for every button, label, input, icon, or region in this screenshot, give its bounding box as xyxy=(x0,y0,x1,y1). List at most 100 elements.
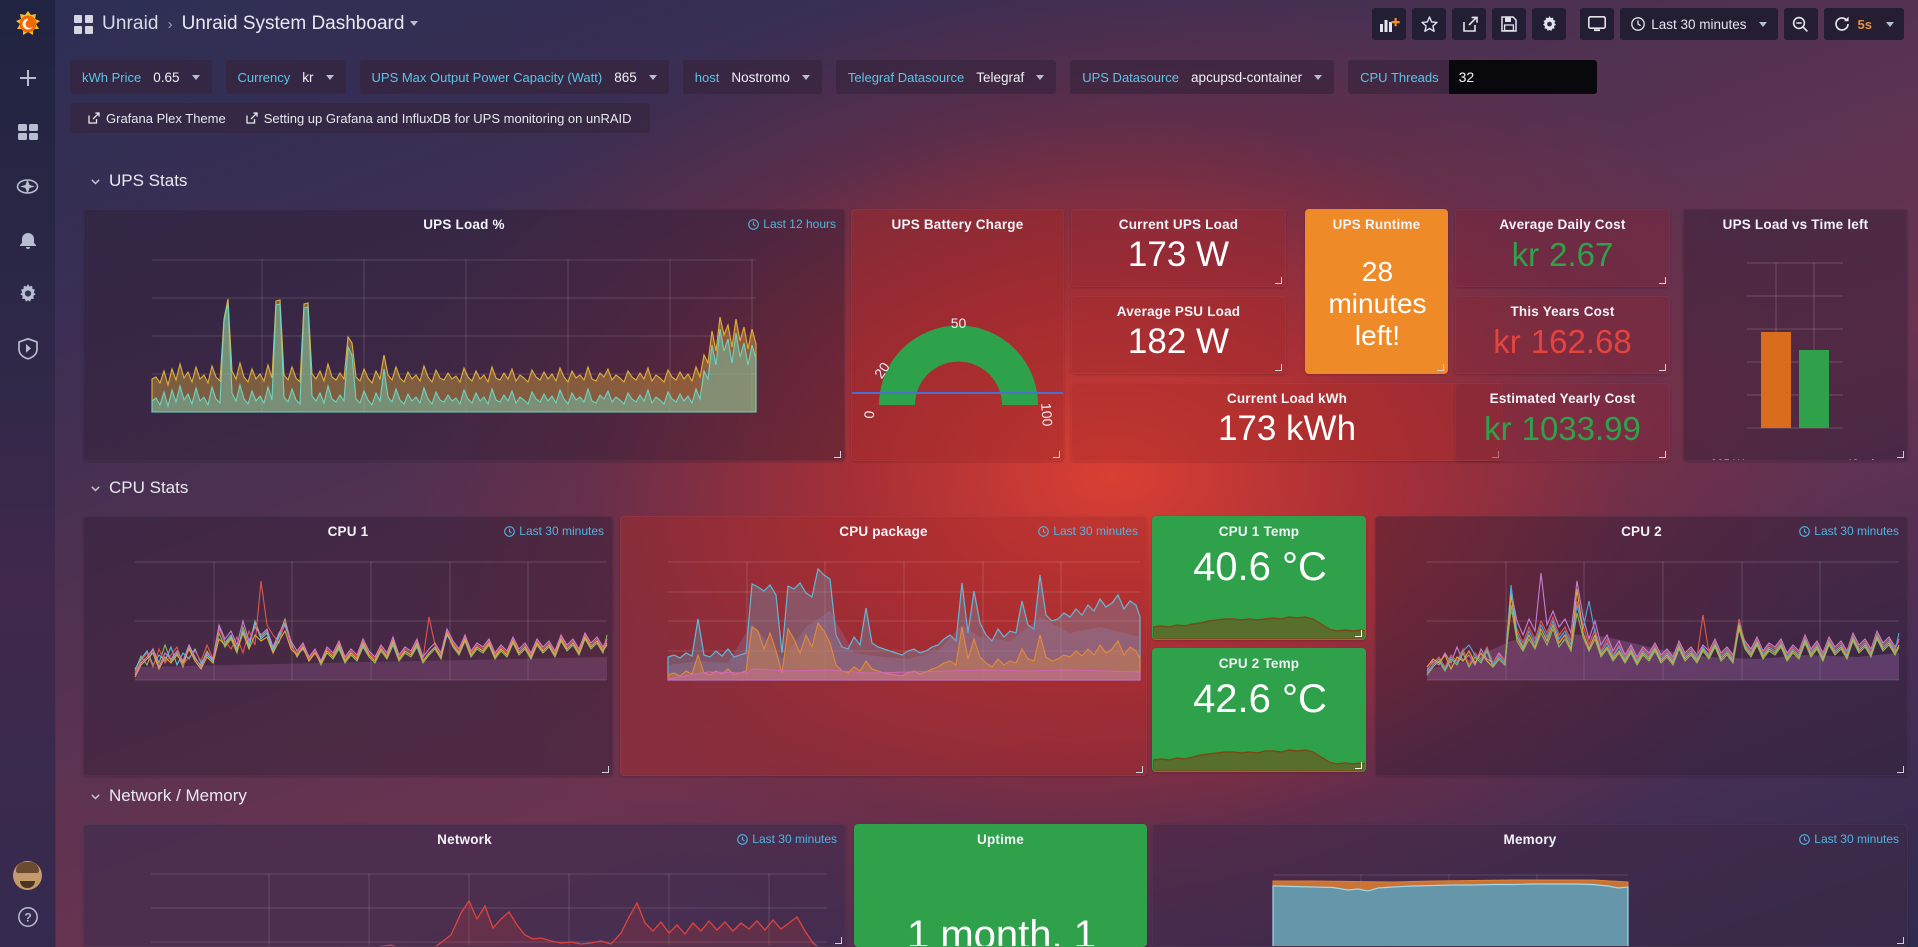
svg-text:20: 20 xyxy=(871,359,893,381)
panel-resize-handle[interactable] xyxy=(1274,276,1282,284)
variable-value[interactable]: 865 xyxy=(612,70,669,85)
panel-time-range[interactable]: Last 30 minutes xyxy=(504,524,604,538)
alerting-bell-icon[interactable] xyxy=(8,220,48,260)
user-avatar[interactable] xyxy=(13,861,42,890)
panel-time-range[interactable]: Last 30 minutes xyxy=(1799,832,1899,846)
variable-ups-datasource[interactable]: UPS Datasource apcupsd-container xyxy=(1070,60,1335,94)
value-text: 162.68 xyxy=(1530,323,1632,360)
panel-resize-handle[interactable] xyxy=(1658,363,1666,371)
svg-text:100: 100 xyxy=(1038,402,1056,427)
panel-resize-handle[interactable] xyxy=(1135,765,1143,773)
breadcrumb: Unraid › Unraid System Dashboard xyxy=(74,13,419,35)
dashboards-icon[interactable] xyxy=(8,112,48,152)
save-dashboard-button[interactable] xyxy=(1492,8,1527,40)
variable-cpu-threads[interactable]: CPU Threads xyxy=(1348,60,1597,94)
help-icon[interactable]: ? xyxy=(17,906,39,933)
panel-resize-handle[interactable] xyxy=(1896,450,1904,458)
variable-ups-max-output-power[interactable]: UPS Max Output Power Capacity (Watt) 865 xyxy=(359,60,669,94)
panel-cpu-2-temp: CPU 2 Temp 42.6 °C xyxy=(1152,648,1366,772)
chevron-down-icon xyxy=(1758,21,1767,27)
variable-label: kWh Price xyxy=(82,69,142,85)
y2-tick: 40 min xyxy=(1846,459,1881,460)
this-years-cost-value: kr 162.68 xyxy=(1456,319,1669,365)
configuration-gear-icon[interactable] xyxy=(8,274,48,314)
tv-mode-button[interactable] xyxy=(1580,8,1615,40)
panel-time-range[interactable]: Last 30 minutes xyxy=(1799,524,1899,538)
currency-symbol: kr xyxy=(1511,236,1540,273)
panel-average-psu-load: Average PSU Load 182 W xyxy=(1071,296,1286,374)
clock-icon xyxy=(504,525,516,537)
refresh-picker[interactable]: 5s xyxy=(1823,8,1904,40)
variable-value[interactable]: 0.65 xyxy=(151,70,211,85)
create-icon[interactable] xyxy=(8,58,48,98)
panel-resize-handle[interactable] xyxy=(1436,363,1444,371)
row-title: UPS Stats xyxy=(109,171,188,190)
clock-icon xyxy=(1799,833,1811,845)
panel-resize-handle[interactable] xyxy=(1896,936,1904,944)
value-text: 1033.99 xyxy=(1521,410,1641,447)
dashboard-link-grafana-plex-theme[interactable]: Grafana Plex Theme xyxy=(78,111,236,126)
ups-runtime-value: 28 minutes left! xyxy=(1328,255,1427,352)
time-range-picker[interactable]: Last 30 minutes xyxy=(1620,8,1778,40)
chevron-down-icon[interactable] xyxy=(410,21,419,27)
panel-memory: Memory Last 30 minutes 70.000000 GB 60.0… xyxy=(1152,824,1908,947)
panel-resize-handle[interactable] xyxy=(834,936,842,944)
cpu-threads-input[interactable] xyxy=(1448,60,1597,94)
cpu2-plot xyxy=(1426,561,1900,681)
panel-resize-handle[interactable] xyxy=(1658,450,1666,458)
panel-time-range[interactable]: Last 30 minutes xyxy=(1038,524,1138,538)
breadcrumb-folder[interactable]: Unraid xyxy=(102,13,159,34)
estimated-yearly-cost-value: kr 1033.99 xyxy=(1456,406,1669,452)
variable-telegraf-datasource[interactable]: Telegraf Datasource Telegraf xyxy=(835,60,1057,94)
zoom-out-time-button[interactable] xyxy=(1783,8,1818,40)
clock-icon xyxy=(748,218,760,230)
variable-value[interactable]: apcupsd-container xyxy=(1189,70,1334,85)
panel-ups-load-vs-time-left: UPS Load vs Time left 225 W 200 W 175 W … xyxy=(1683,209,1908,461)
variable-label: UPS Max Output Power Capacity (Watt) xyxy=(371,69,603,85)
panel-resize-handle[interactable] xyxy=(833,450,841,458)
breadcrumb-separator: › xyxy=(167,15,173,33)
clock-icon xyxy=(1799,525,1811,537)
panel-title: UPS Load vs Time left xyxy=(1722,217,1869,232)
panel-resize-handle[interactable] xyxy=(1658,276,1666,284)
add-panel-button[interactable] xyxy=(1372,8,1407,40)
folder-grid-icon[interactable] xyxy=(74,14,93,34)
variable-currency[interactable]: Currency kr xyxy=(225,60,346,94)
variable-kwh-price[interactable]: kWh Price 0.65 xyxy=(70,60,212,94)
panel-resize-handle[interactable] xyxy=(1052,450,1060,458)
variable-value[interactable]: kr xyxy=(300,70,345,85)
explore-compass-icon[interactable] xyxy=(8,166,48,206)
row-header-network-memory[interactable]: Network / Memory xyxy=(90,786,247,806)
variable-host[interactable]: host Nostromo xyxy=(682,60,822,94)
panel-time-range[interactable]: Last 12 hours xyxy=(748,217,836,231)
panel-resize-handle[interactable] xyxy=(1354,761,1362,769)
row-header-cpu-stats[interactable]: CPU Stats xyxy=(90,478,188,498)
dashboard-settings-button[interactable] xyxy=(1532,8,1567,40)
row-header-ups-stats[interactable]: UPS Stats xyxy=(90,171,187,191)
panel-title: Uptime xyxy=(977,832,1024,847)
template-variables: kWh Price 0.65 Currency kr UPS Max Outpu… xyxy=(70,60,1910,94)
panel-resize-handle[interactable] xyxy=(1354,629,1362,637)
panel-this-years-cost: This Years Cost kr 162.68 xyxy=(1455,296,1670,374)
variable-value[interactable]: Nostromo xyxy=(729,70,822,85)
cpu-1-temp-value: 40.6 °C xyxy=(1193,545,1327,589)
favorite-star-button[interactable] xyxy=(1412,8,1447,40)
variable-value[interactable]: Telegraf xyxy=(974,70,1056,85)
page-title[interactable]: Unraid System Dashboard xyxy=(182,13,419,35)
chevron-down-icon xyxy=(91,178,100,185)
y-tick: 225 W xyxy=(1684,459,1744,460)
panel-resize-handle[interactable] xyxy=(601,765,609,773)
panel-title: CPU 1 xyxy=(327,524,369,539)
panel-title: UPS Runtime xyxy=(1332,217,1421,232)
panel-resize-handle[interactable] xyxy=(1896,765,1904,773)
share-dashboard-button[interactable] xyxy=(1452,8,1487,40)
chevron-down-icon xyxy=(325,74,334,80)
external-link-icon xyxy=(246,112,258,124)
panel-time-range[interactable]: Last 30 minutes xyxy=(737,832,837,846)
panel-resize-handle[interactable] xyxy=(1274,363,1282,371)
cpu1-plot xyxy=(134,561,608,681)
cpu-1-temp-sparkline xyxy=(1153,616,1365,639)
server-admin-shield-icon[interactable] xyxy=(8,328,48,368)
dashboard-link-ups-monitoring-guide[interactable]: Setting up Grafana and InfluxDB for UPS … xyxy=(236,111,642,126)
grafana-logo-icon[interactable] xyxy=(11,10,45,44)
